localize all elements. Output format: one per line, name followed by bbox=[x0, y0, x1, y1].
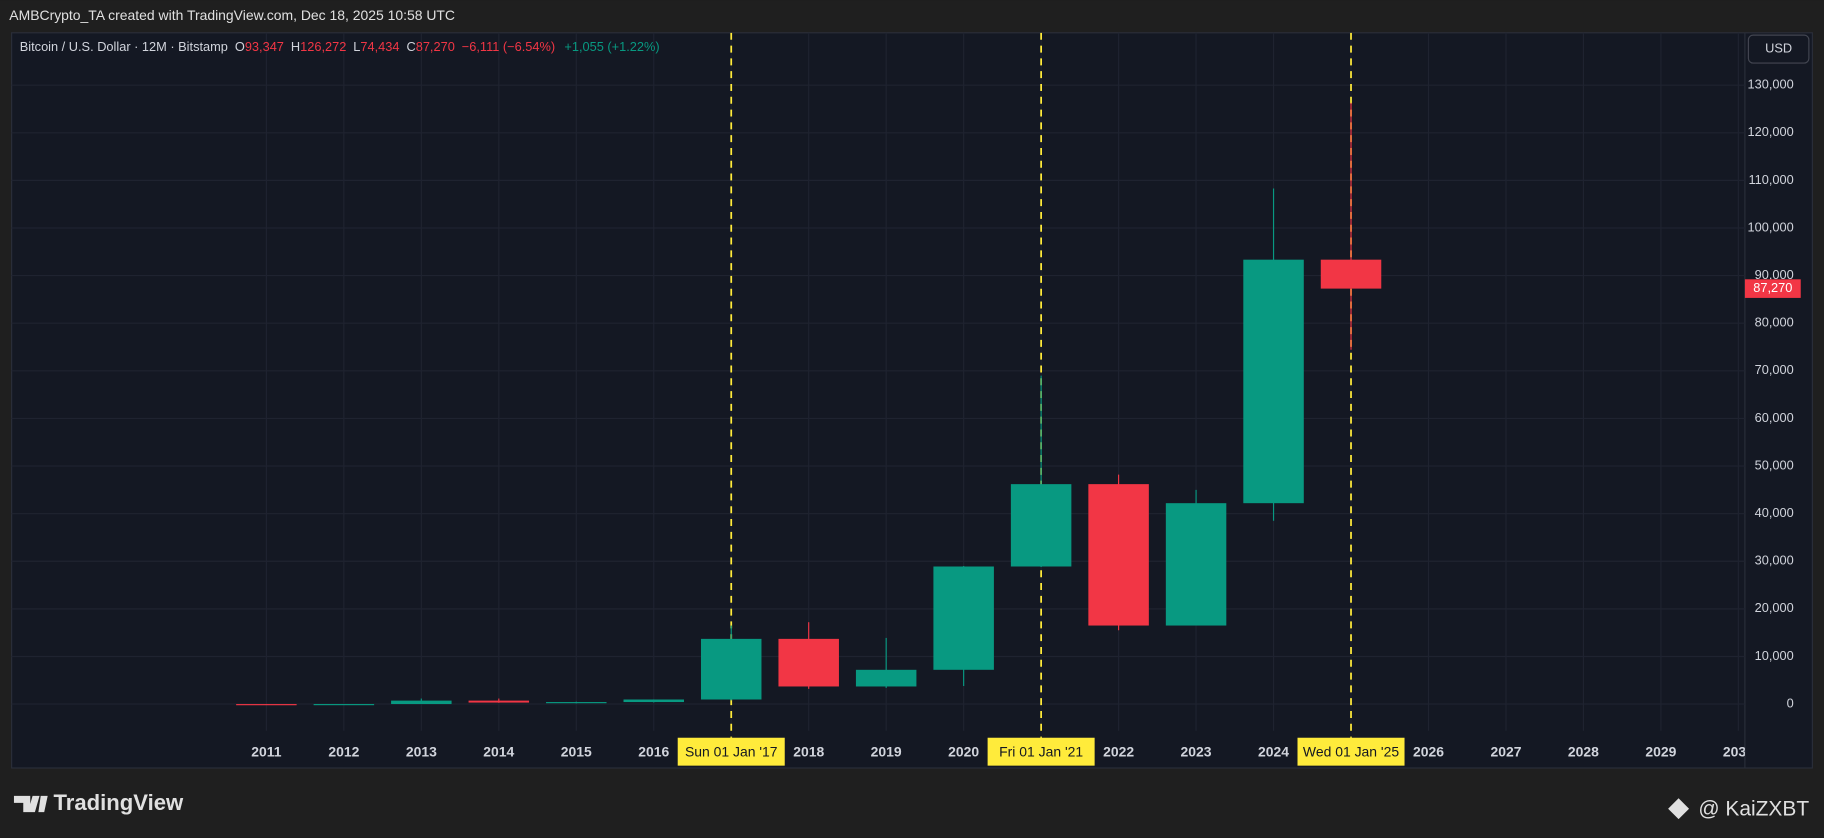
y-tick-label: 30,000 bbox=[1755, 553, 1794, 568]
last-price-tag bbox=[1744, 279, 1801, 298]
y-tick-label: 80,000 bbox=[1755, 315, 1794, 330]
x-tick-label: 2018 bbox=[793, 744, 824, 760]
y-tick-label: 40,000 bbox=[1755, 505, 1794, 520]
watermark-icon bbox=[1668, 798, 1690, 820]
l-label: L bbox=[353, 39, 360, 54]
c-value: 87,270 bbox=[416, 39, 455, 54]
top-bar-text: AMBCrypto_TA created with TradingView.co… bbox=[9, 7, 455, 23]
y-tick-label: 50,000 bbox=[1755, 457, 1794, 472]
l-value: 74,434 bbox=[360, 39, 399, 54]
y-tick-label: 0 bbox=[1787, 695, 1794, 710]
candle-body bbox=[1010, 484, 1072, 567]
x-tick-label: 2030 bbox=[1723, 744, 1754, 760]
candle-body bbox=[933, 566, 994, 670]
plot: 0 10,000 20,000 30,000 40,000 50,000 60,000 70,… bbox=[11, 32, 1801, 766]
x-tick-label: 2028 bbox=[1568, 744, 1599, 760]
event-label: Wed 01 Jan '25 bbox=[1303, 744, 1399, 760]
x-tick-label: 2020 bbox=[948, 744, 979, 760]
o-value: 93,347 bbox=[245, 39, 284, 54]
y-tick-label: 10,000 bbox=[1755, 648, 1794, 663]
candle-body bbox=[1165, 503, 1227, 626]
candle-body bbox=[1243, 259, 1304, 504]
candle-body bbox=[623, 699, 684, 703]
currency-label: USD bbox=[1765, 40, 1792, 55]
x-tick-label: 2022 bbox=[1103, 744, 1134, 760]
y-tick-label: 70,000 bbox=[1755, 362, 1794, 377]
y-tick-label: 120,000 bbox=[1748, 124, 1794, 139]
candle-body bbox=[313, 704, 375, 706]
candle-body bbox=[700, 638, 762, 700]
y-tick-label: 100,000 bbox=[1748, 219, 1794, 234]
x-tick-label: 2023 bbox=[1181, 744, 1212, 760]
change: −6,111 (−6.54%) bbox=[462, 39, 555, 54]
x-tick-label: 2011 bbox=[251, 744, 281, 760]
x-tick-label: 2015 bbox=[561, 744, 592, 760]
candle-body bbox=[778, 638, 839, 687]
x-tick-label: 2016 bbox=[638, 744, 669, 760]
candle-body bbox=[1320, 259, 1382, 289]
x-tick-label: 2019 bbox=[871, 744, 902, 760]
x-tick-label: 2012 bbox=[328, 744, 359, 760]
candle-body bbox=[1088, 484, 1149, 626]
candle-body bbox=[468, 700, 530, 703]
x-tick-label: 2024 bbox=[1258, 744, 1289, 760]
y-tick-label: 110,000 bbox=[1748, 172, 1793, 187]
currency-button[interactable] bbox=[1747, 34, 1810, 64]
event-label-bg bbox=[987, 737, 1095, 766]
x-tick-label: 2027 bbox=[1490, 744, 1521, 760]
candle-body bbox=[236, 704, 297, 706]
last-price-label: 87,270 bbox=[1753, 280, 1792, 295]
event-label: Sun 01 Jan '17 bbox=[685, 744, 778, 760]
candle-body bbox=[855, 669, 917, 687]
x-tick-label: 2014 bbox=[483, 744, 514, 760]
h-value: 126,272 bbox=[300, 39, 346, 54]
candle-body bbox=[391, 700, 452, 705]
chart-panel bbox=[11, 32, 1813, 769]
h-label: H bbox=[291, 39, 300, 54]
c-label: C bbox=[406, 39, 415, 54]
watermark: @ KaiZXBT bbox=[1698, 797, 1809, 820]
x-tick-label: 2026 bbox=[1413, 744, 1444, 760]
x-tick-label: 2013 bbox=[406, 744, 437, 760]
event-label: Fri 01 Jan '21 bbox=[999, 744, 1083, 760]
tradingview-logo bbox=[13, 795, 48, 813]
x-tick-label: 2029 bbox=[1645, 744, 1676, 760]
event-label-bg bbox=[677, 737, 785, 766]
y-tick-label: 90,000 bbox=[1755, 267, 1794, 282]
symbol: Bitcoin / U.S. Dollar · 12M · Bitstamp bbox=[20, 39, 228, 54]
legend-header: Bitcoin / U.S. Dollar · 12M · Bitstamp O9… bbox=[20, 39, 660, 54]
event-label-bg bbox=[1297, 737, 1405, 766]
y-tick-label: 60,000 bbox=[1755, 410, 1794, 425]
y-tick-label: 20,000 bbox=[1755, 600, 1794, 615]
extra-change: +1,055 (+1.22%) bbox=[564, 39, 659, 54]
footer-logo: TradingView bbox=[54, 790, 185, 815]
y-tick-label: 130,000 bbox=[1748, 77, 1794, 92]
o-label: O bbox=[235, 39, 245, 54]
candle-body bbox=[546, 702, 607, 704]
